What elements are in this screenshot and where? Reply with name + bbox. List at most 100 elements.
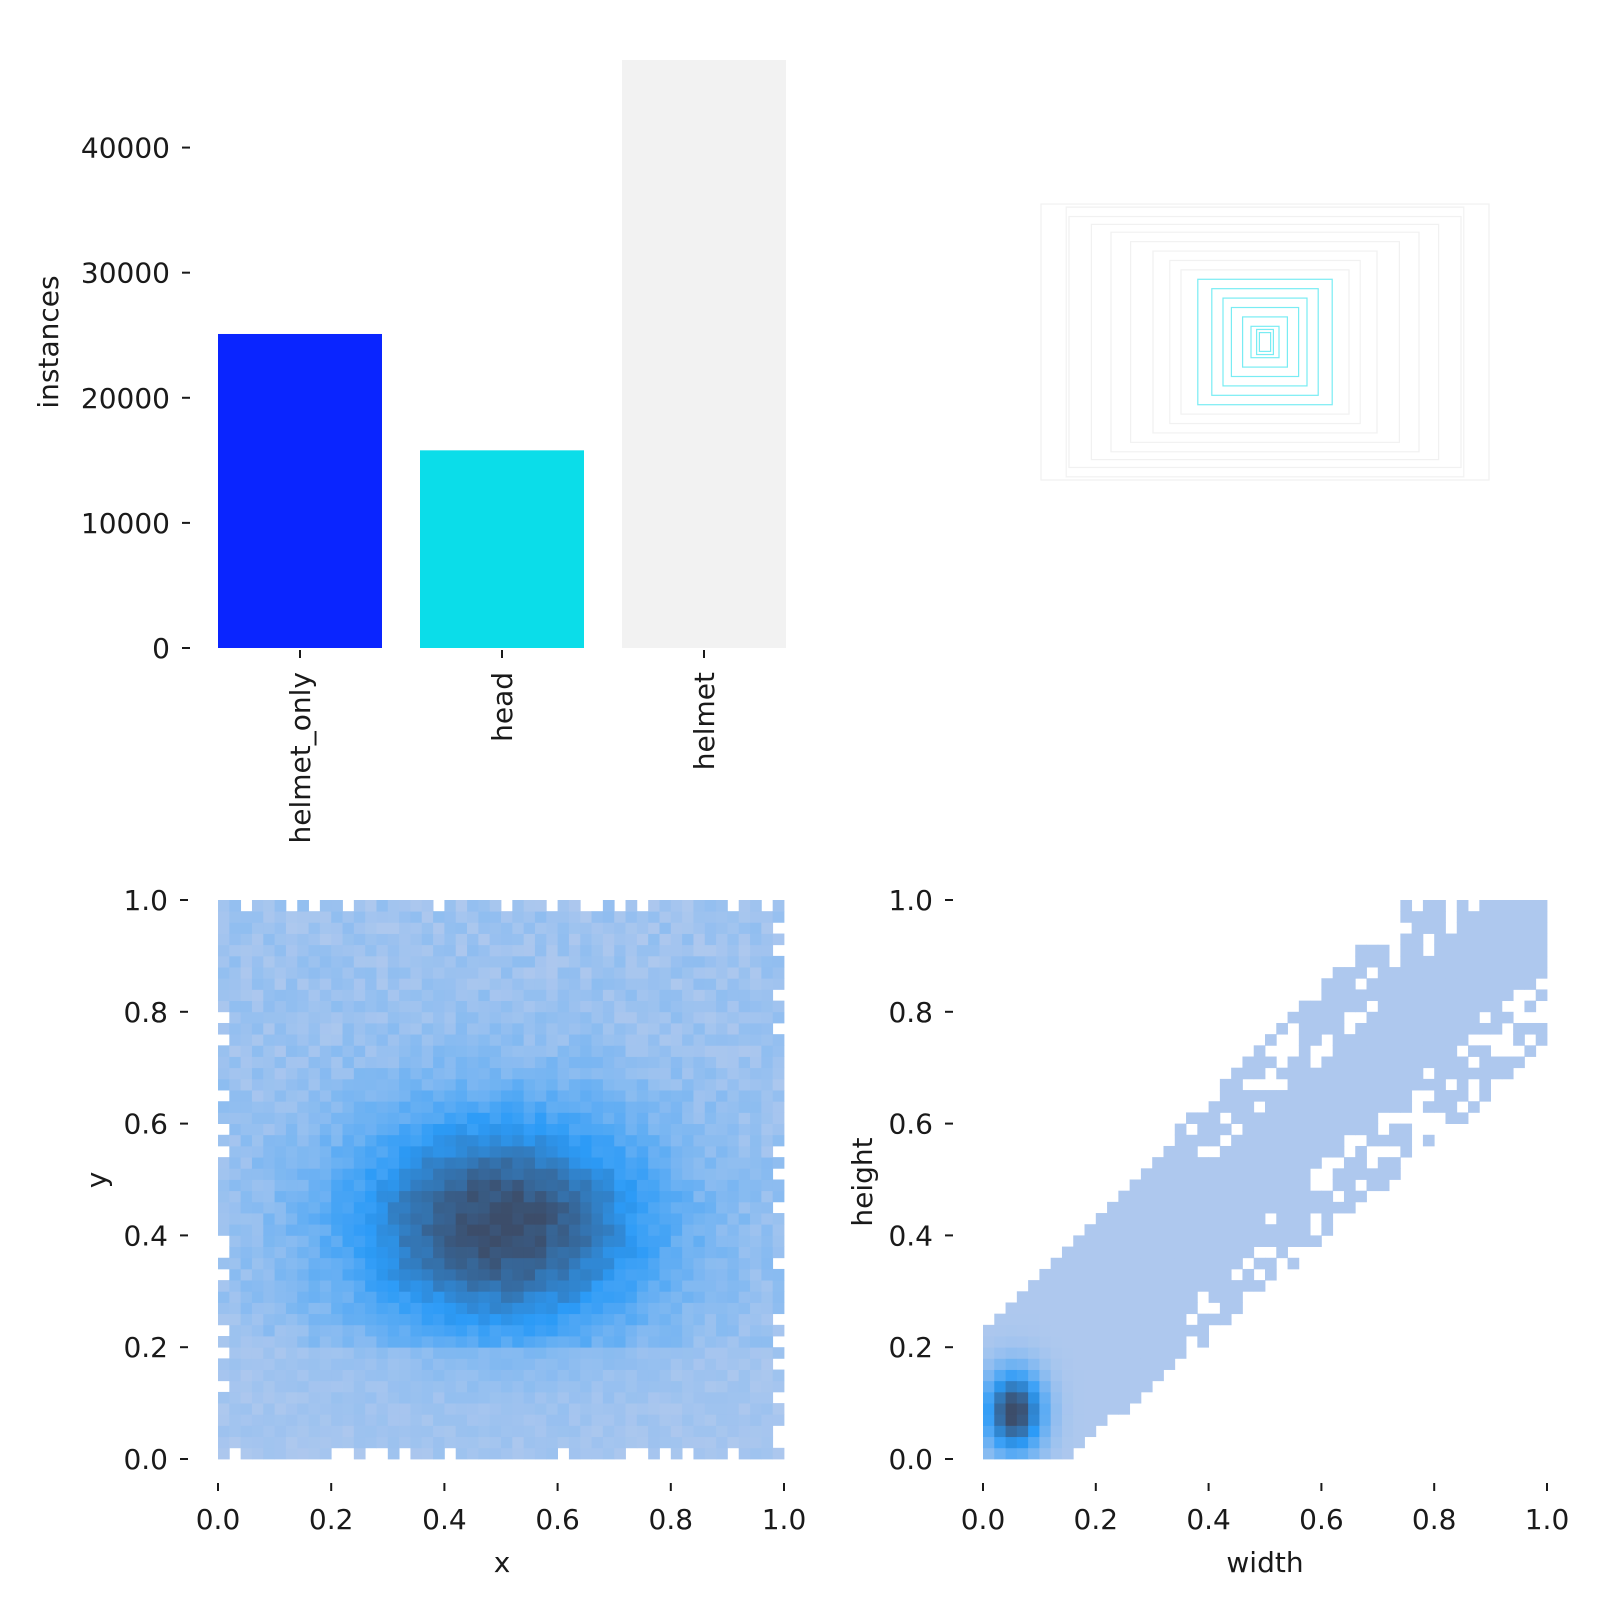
xy-cell: [331, 1112, 343, 1124]
xy-cell: [353, 1190, 366, 1203]
xy-cell: [602, 1235, 615, 1247]
xy-cell: [546, 1213, 558, 1225]
wh-cell: [1389, 1078, 1401, 1091]
xy-cell: [240, 1045, 253, 1057]
wh-cell: [1377, 1045, 1390, 1057]
wh-cell: [1298, 1134, 1311, 1147]
xy-x-tick-label: 0.6: [535, 1503, 580, 1536]
xy-cell: [229, 1056, 242, 1069]
xy-cell: [636, 1000, 649, 1013]
xy-cell: [512, 989, 525, 1002]
xy-cell: [591, 1056, 604, 1069]
wh-cell: [1129, 1190, 1142, 1203]
xy-cell: [433, 1190, 445, 1203]
xy-cell: [467, 1313, 479, 1326]
wh-cell: [1028, 1369, 1040, 1382]
wh-cell: [1535, 1022, 1548, 1035]
xy-cell: [693, 1414, 706, 1426]
xy-cell: [682, 1190, 694, 1203]
wh-cell: [1321, 1224, 1334, 1236]
xy-cell: [716, 1045, 728, 1057]
xy-cell: [659, 1201, 672, 1214]
xy-cell: [365, 1235, 377, 1247]
xy-cell: [455, 1000, 468, 1013]
xy-cell: [546, 1011, 558, 1024]
xy-cell: [501, 1447, 513, 1460]
xy-cell: [750, 1134, 762, 1147]
xy-cell: [761, 1045, 774, 1057]
wh-cell: [1479, 1056, 1491, 1069]
xy-cell: [727, 1347, 740, 1359]
xy-cell: [670, 1380, 683, 1393]
xy-cell: [421, 1090, 434, 1102]
xy-cell: [433, 1313, 445, 1326]
xy-cell: [455, 1291, 468, 1303]
xy-cell: [285, 1179, 298, 1192]
xy-cell: [580, 1112, 592, 1124]
xy-cell: [478, 967, 491, 979]
xy-cell: [421, 1201, 434, 1214]
xy-cell: [534, 1380, 547, 1393]
xy-cell: [444, 1257, 457, 1270]
xy-cell: [353, 1324, 366, 1337]
xy-cell: [251, 1011, 264, 1024]
xy-cell: [376, 1067, 389, 1080]
wh-cell: [1355, 1000, 1367, 1013]
xy-cell: [693, 1235, 706, 1247]
wh-cell: [1084, 1224, 1097, 1236]
wh-cell: [1389, 1168, 1401, 1180]
bar-x-tick-label: helmet_only: [284, 672, 317, 843]
xy-cell: [467, 1380, 479, 1393]
xy-cell: [285, 944, 298, 957]
xy-cell: [240, 1179, 253, 1192]
wh-cell: [1411, 1000, 1424, 1013]
wh-cell: [1140, 1313, 1153, 1326]
xy-cell: [297, 1190, 309, 1203]
wh-cell: [1208, 1190, 1221, 1203]
xy-cell: [568, 1067, 581, 1080]
xy-cell: [761, 1067, 774, 1080]
wh-cell: [1468, 967, 1480, 979]
xy-cell: [218, 1134, 230, 1147]
xy-cell: [285, 1369, 298, 1382]
wh-cell: [1118, 1369, 1131, 1382]
xy-cell: [387, 1034, 400, 1046]
xy-cell: [218, 1190, 230, 1203]
xy-cell: [693, 1380, 706, 1393]
xy-cell: [568, 1190, 581, 1203]
wh-cell: [1219, 1190, 1232, 1203]
wh-cell: [1231, 1145, 1243, 1158]
xy-cell: [523, 1436, 536, 1449]
xy-cell: [387, 1112, 400, 1124]
xy-cell: [670, 1391, 683, 1404]
wh-cell: [994, 1369, 1006, 1382]
wh-cell: [1039, 1336, 1052, 1348]
xy-cell: [353, 989, 366, 1002]
xy-cell: [308, 978, 321, 990]
xy-cell: [297, 989, 309, 1002]
xy-cell: [297, 933, 309, 946]
xy-cell: [591, 967, 604, 979]
xy-cell: [365, 1067, 377, 1080]
xy-cell: [614, 1313, 626, 1326]
xy-cell: [342, 1034, 355, 1046]
xy-cell: [274, 1056, 287, 1069]
xy-cell: [365, 911, 377, 923]
xy-cell: [648, 900, 660, 912]
wh-cell: [1287, 1168, 1300, 1180]
xy-cell: [648, 1034, 660, 1046]
xy-cell: [512, 911, 525, 923]
xy-cell: [602, 1380, 615, 1393]
xy-cell: [704, 1268, 717, 1281]
xy-cell: [523, 1369, 536, 1382]
xy-cell: [682, 1358, 694, 1370]
xy-cell: [614, 989, 626, 1002]
xy-cell: [342, 944, 355, 957]
xy-cell: [353, 1168, 366, 1180]
wh-cell: [1456, 1067, 1469, 1080]
xy-cell: [387, 1347, 400, 1359]
xy-cell: [568, 1336, 581, 1348]
xy-cell: [580, 1190, 592, 1203]
wh-cell: [1174, 1347, 1187, 1359]
wh-cell: [1265, 1034, 1277, 1046]
